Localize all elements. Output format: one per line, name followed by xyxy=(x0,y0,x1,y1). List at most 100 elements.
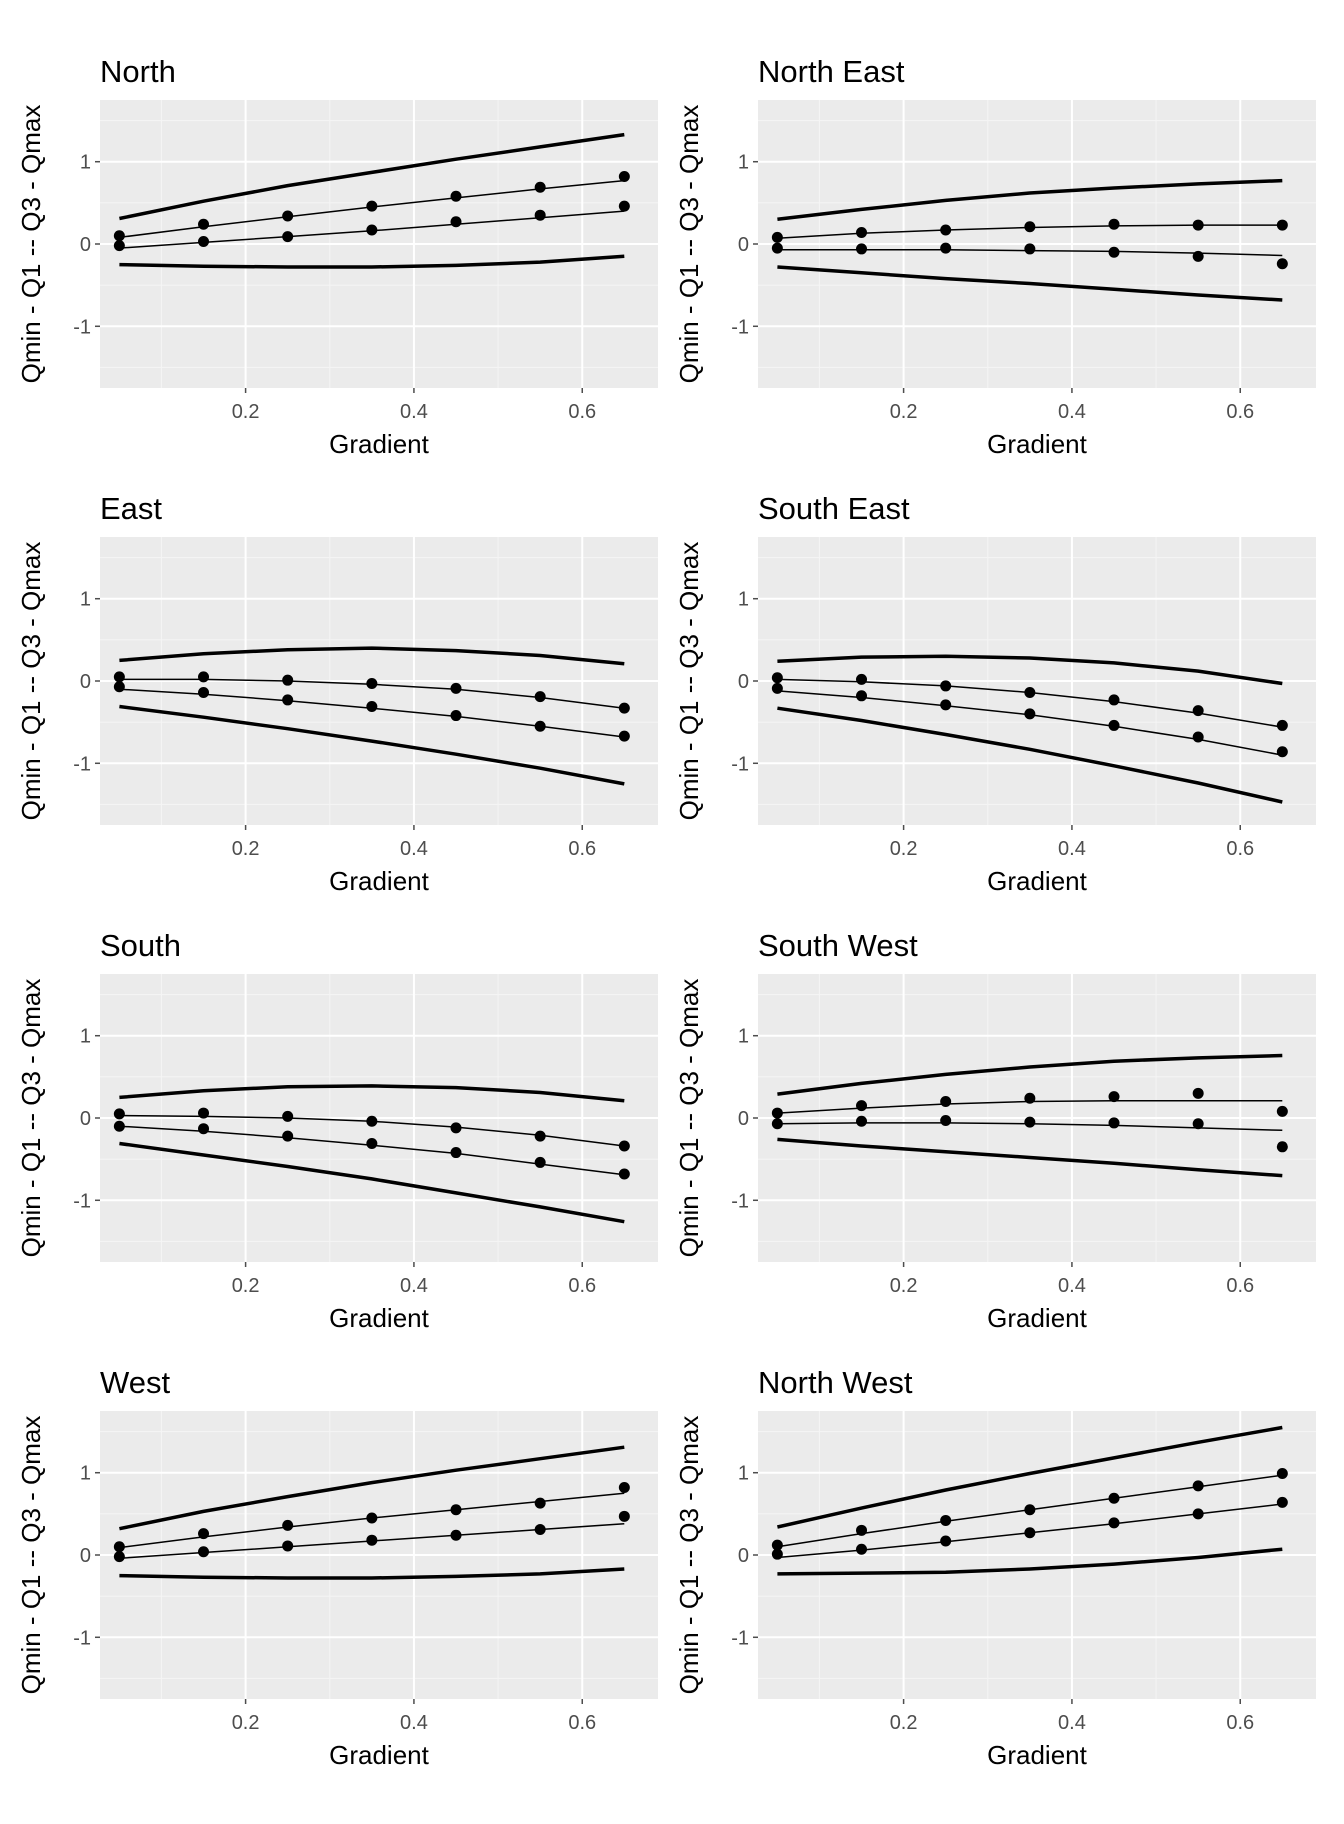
panel-title: South East xyxy=(758,491,910,526)
q3-point xyxy=(198,1528,210,1540)
q3-point xyxy=(198,671,210,683)
panel-title: South xyxy=(100,928,181,963)
q1-point xyxy=(282,1130,294,1142)
x-tick-label: 0.6 xyxy=(568,1712,596,1734)
q3-point xyxy=(534,1130,546,1142)
y-tick-label: 0 xyxy=(80,1545,91,1567)
qmax-curve xyxy=(777,654,1283,686)
y-tick-label: 0 xyxy=(80,1108,91,1130)
q3-point xyxy=(1108,218,1120,230)
q1-point xyxy=(282,1540,294,1552)
y-tick-label: -1 xyxy=(73,1627,91,1649)
x-tick-label: 0.4 xyxy=(400,1712,428,1734)
x-tick-label: 0.4 xyxy=(400,1275,428,1297)
q3-point xyxy=(618,171,630,183)
q3-point xyxy=(856,226,868,238)
q1-point xyxy=(282,694,294,706)
qmax-curve xyxy=(777,178,1283,222)
q3-point xyxy=(856,1524,868,1536)
q3-point xyxy=(450,190,462,202)
q1-point xyxy=(1192,1118,1204,1130)
qmin-curve xyxy=(777,706,1283,804)
q1-point xyxy=(856,243,868,255)
q3-point xyxy=(1192,1480,1204,1492)
y-tick-label: 1 xyxy=(80,1026,91,1048)
qmin-curve xyxy=(119,1141,625,1224)
q3-point xyxy=(113,1108,125,1120)
y-tick-label: 1 xyxy=(80,152,91,174)
q3-point xyxy=(771,1107,783,1119)
q1-point xyxy=(534,209,546,221)
y-axis-title: Qmin - Q1 -- Q3 - Qmax xyxy=(674,979,704,1258)
x-tick-label: 0.6 xyxy=(1226,401,1254,423)
q1-point xyxy=(1108,719,1120,731)
q1-point xyxy=(1108,1517,1120,1529)
y-tick-label: 1 xyxy=(738,589,749,611)
x-tick-label: 0.2 xyxy=(890,401,918,423)
y-axis-title: Qmin - Q1 -- Q3 - Qmax xyxy=(16,1416,46,1695)
q1-point xyxy=(366,1138,378,1150)
q1-point xyxy=(1024,243,1036,255)
y-tick-label: 1 xyxy=(80,1463,91,1485)
q1-point xyxy=(113,681,125,693)
y-tick-label: -1 xyxy=(731,753,749,775)
panel-title: East xyxy=(100,491,162,526)
q3-point xyxy=(771,672,783,684)
qmax-curve xyxy=(119,646,625,666)
qmin-curve xyxy=(777,265,1283,302)
q1-point xyxy=(1024,708,1036,720)
y-axis-title: Qmin - Q1 -- Q3 - Qmax xyxy=(674,542,704,821)
q3-point xyxy=(1192,705,1204,717)
q3-point xyxy=(1276,1468,1288,1480)
q1-point xyxy=(450,710,462,722)
q1-point xyxy=(1108,1117,1120,1129)
q3-point xyxy=(1276,719,1288,731)
q3-point xyxy=(771,1539,783,1551)
x-axis-title: Gradient xyxy=(987,1303,1087,1333)
q1-point xyxy=(1024,1527,1036,1539)
x-tick-label: 0.6 xyxy=(1226,838,1254,860)
q3-point xyxy=(282,1519,294,1531)
q1-point xyxy=(1192,731,1204,743)
q3-point xyxy=(534,1497,546,1509)
q1-point xyxy=(856,1115,868,1127)
q1-point xyxy=(618,1510,630,1522)
q1-point xyxy=(771,242,783,254)
x-tick-label: 0.4 xyxy=(400,401,428,423)
q1-point xyxy=(113,1551,125,1563)
q1-point xyxy=(1276,1141,1288,1153)
x-tick-label: 0.4 xyxy=(1058,1275,1086,1297)
q1-point xyxy=(282,231,294,243)
q1-point xyxy=(198,236,210,248)
x-tick-label: 0.4 xyxy=(1058,401,1086,423)
q1-point xyxy=(1192,250,1204,262)
x-axis-title: Gradient xyxy=(987,866,1087,896)
q1-point xyxy=(366,701,378,713)
y-tick-label: -1 xyxy=(731,1190,749,1212)
q1-point xyxy=(1108,246,1120,258)
y-tick-label: -1 xyxy=(731,316,749,338)
x-tick-label: 0.6 xyxy=(568,1275,596,1297)
q3-point xyxy=(856,673,868,685)
y-axis-title: Qmin - Q1 -- Q3 - Qmax xyxy=(674,105,704,384)
facet-panel: -1 0 1 0.2 0.4 0.6 South Gradient Qmin - Q1 -- Q… xyxy=(16,928,658,1333)
y-tick-label: -1 xyxy=(731,1627,749,1649)
q3-point xyxy=(1108,1091,1120,1103)
x-tick-label: 0.6 xyxy=(1226,1275,1254,1297)
x-tick-label: 0.6 xyxy=(1226,1712,1254,1734)
q1-point xyxy=(771,1118,783,1130)
q1-point xyxy=(198,1123,210,1135)
q3-point xyxy=(1024,687,1036,699)
qmax-curve xyxy=(777,1053,1283,1096)
facet-panel: -1 0 1 0.2 0.4 0.6 South East Gradient Qmin - Q1… xyxy=(674,491,1316,896)
y-tick-label: 1 xyxy=(738,152,749,174)
q1-point xyxy=(366,1534,378,1546)
panel-title: North xyxy=(100,54,176,89)
y-tick-label: 1 xyxy=(80,589,91,611)
panel-title: South West xyxy=(758,928,918,963)
q1-point xyxy=(771,682,783,694)
q1-point xyxy=(450,1147,462,1159)
q3-point xyxy=(1108,694,1120,706)
q3-point xyxy=(282,1110,294,1122)
